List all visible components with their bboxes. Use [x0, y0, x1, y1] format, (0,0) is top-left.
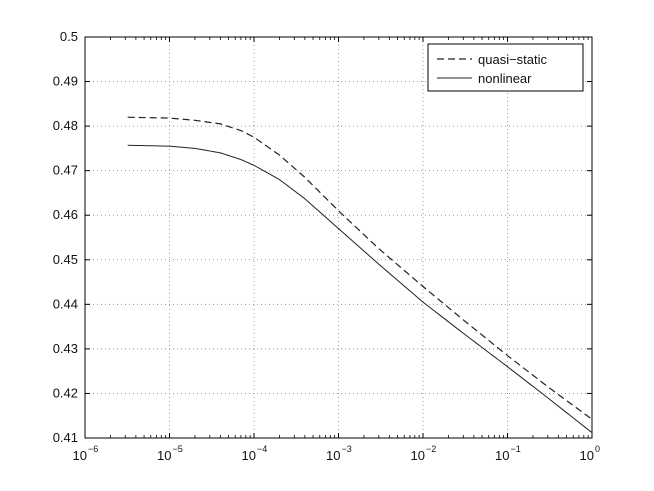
x-tick-label-exponent: −5	[173, 444, 183, 454]
x-tick-label-exponent: −1	[511, 444, 521, 454]
y-tick-label: 0.5	[60, 29, 78, 44]
x-tick-label: 10	[580, 448, 594, 463]
x-tick-label-exponent: −6	[88, 444, 98, 454]
y-tick-labels: 0.41 0.42 0.43 0.44 0.45 0.46 0.47 0.48 0.49 0.5	[53, 29, 78, 445]
y-tick-label: 0.42	[53, 385, 78, 400]
x-tick-label: 10	[326, 448, 340, 463]
legend: quasi−static nonlinear	[427, 43, 584, 92]
legend-label-nonlinear: nonlinear	[478, 71, 532, 86]
x-tick-label: 10	[242, 448, 256, 463]
y-tick-label: 0.45	[53, 252, 78, 267]
x-tick-label: 10	[157, 448, 171, 463]
x-tick-label: 10	[495, 448, 509, 463]
x-tick-label-exponent: −2	[426, 444, 436, 454]
x-tick-label-exponent: −3	[342, 444, 352, 454]
series-line-nonlinear	[127, 144, 593, 434]
tick-marks	[84, 36, 593, 439]
x-tick-label: 10	[411, 448, 425, 463]
x-tick-label: 10	[73, 448, 87, 463]
y-tick-label: 0.49	[53, 74, 78, 89]
x-tick-labels: 10 −6 10 −5 10 −4 10 −3 10 −2 10 −1 10 0	[73, 444, 600, 463]
x-tick-label-exponent: 0	[595, 444, 600, 454]
legend-box	[427, 43, 584, 92]
legend-label-quasi-static: quasi−static	[478, 52, 548, 67]
y-tick-label: 0.46	[53, 207, 78, 222]
y-tick-label: 0.44	[53, 296, 78, 311]
y-tick-label: 0.47	[53, 163, 78, 178]
series-line-quasi-static	[127, 116, 593, 420]
grid-lines	[85, 37, 592, 438]
x-tick-label-exponent: −4	[257, 444, 267, 454]
y-tick-label: 0.43	[53, 341, 78, 356]
y-tick-label: 0.41	[53, 430, 78, 445]
series-group	[127, 116, 593, 434]
y-tick-label: 0.48	[53, 118, 78, 133]
